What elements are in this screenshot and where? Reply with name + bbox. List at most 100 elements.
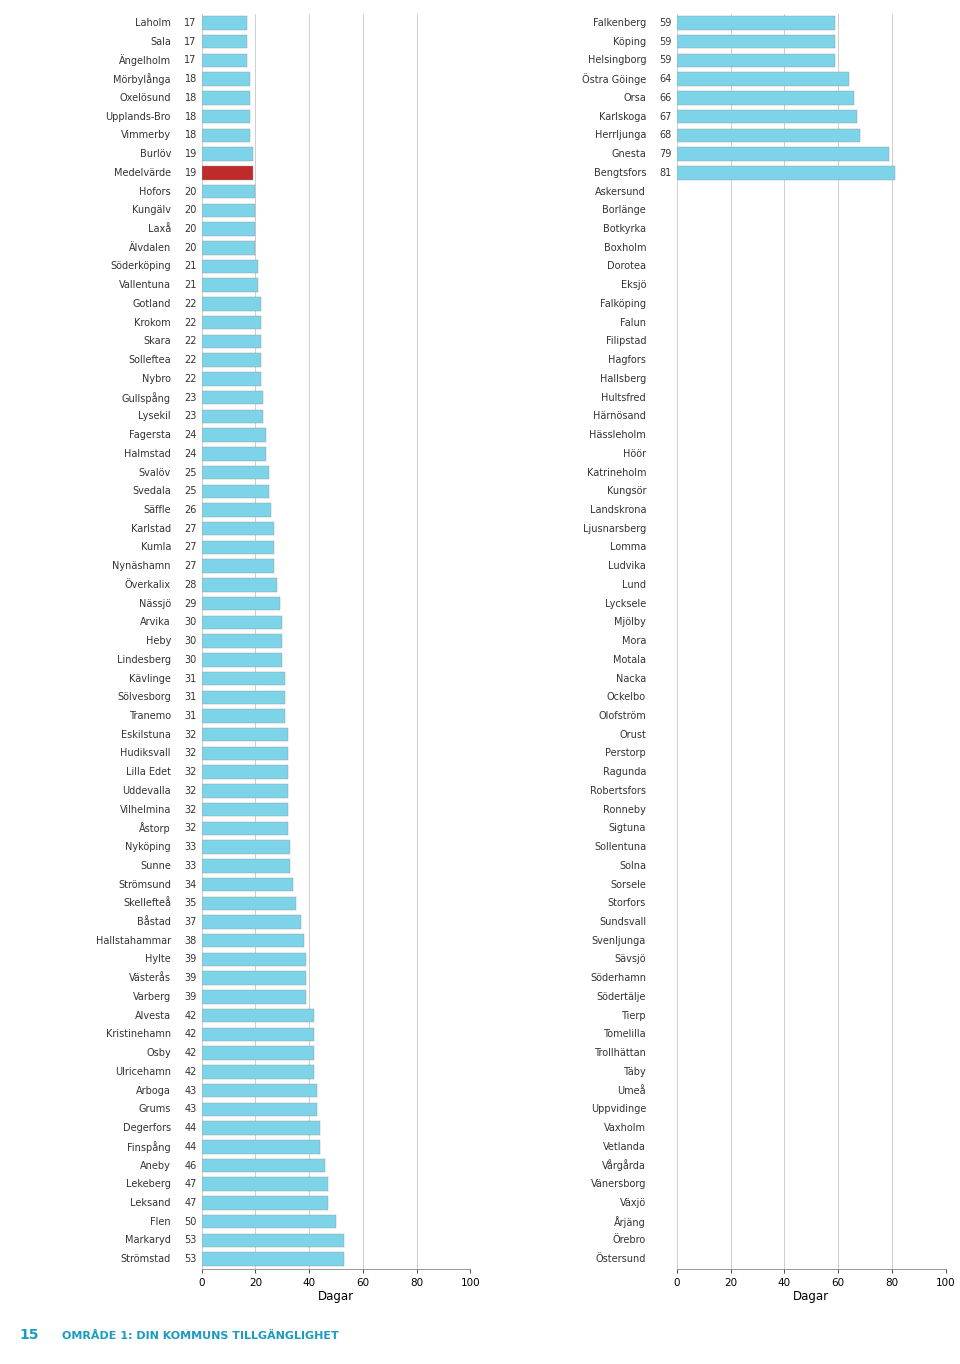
Text: Köping: Köping — [612, 37, 646, 46]
Bar — [202, 409, 263, 423]
Text: Tierp: Tierp — [621, 1011, 646, 1020]
Bar — [677, 147, 889, 161]
Text: Herrljunga: Herrljunga — [594, 131, 646, 140]
Text: Eskilstuna: Eskilstuna — [121, 730, 171, 739]
Text: Laxå: Laxå — [148, 224, 171, 235]
Text: Robertsfors: Robertsfors — [590, 786, 646, 797]
Bar — [202, 91, 250, 105]
Text: Varberg: Varberg — [132, 992, 171, 1003]
Text: Karlskoga: Karlskoga — [599, 112, 646, 121]
Text: 15: 15 — [19, 1329, 38, 1342]
Text: Fagersta: Fagersta — [129, 430, 171, 441]
Text: 53: 53 — [184, 1254, 197, 1264]
Text: Finspång: Finspång — [128, 1140, 171, 1153]
Text: Sigtuna: Sigtuna — [609, 824, 646, 833]
Text: Kumla: Kumla — [140, 543, 171, 552]
Text: Askersund: Askersund — [595, 187, 646, 196]
Text: Karlstad: Karlstad — [131, 524, 171, 533]
Text: Mjölby: Mjölby — [614, 618, 646, 627]
Text: Kungälv: Kungälv — [132, 206, 171, 216]
Bar — [202, 1121, 320, 1135]
Text: 25: 25 — [184, 468, 197, 477]
Text: Svedala: Svedala — [132, 486, 171, 496]
Text: 47: 47 — [184, 1198, 197, 1209]
Bar — [202, 1065, 315, 1079]
Text: Strömstad: Strömstad — [121, 1254, 171, 1264]
Text: Strömsund: Strömsund — [118, 880, 171, 889]
Bar — [202, 1233, 344, 1247]
Text: Älvdalen: Älvdalen — [129, 243, 171, 252]
Text: Uppvidinge: Uppvidinge — [590, 1105, 646, 1114]
Text: 30: 30 — [184, 655, 197, 664]
Bar — [202, 72, 250, 86]
Text: Filipstad: Filipstad — [606, 337, 646, 346]
Text: Solna: Solna — [619, 861, 646, 870]
Text: Gnesta: Gnesta — [612, 149, 646, 160]
Text: Ludvika: Ludvika — [609, 561, 646, 572]
Text: Tranemo: Tranemo — [129, 711, 171, 722]
Text: 50: 50 — [184, 1217, 197, 1226]
Text: Storfors: Storfors — [608, 899, 646, 908]
Bar — [202, 353, 261, 367]
Text: 24: 24 — [184, 449, 197, 458]
Text: Hylte: Hylte — [145, 955, 171, 964]
Bar — [202, 1215, 336, 1229]
Text: Falköping: Falköping — [600, 299, 646, 310]
Text: Lund: Lund — [622, 580, 646, 589]
Text: Kävlinge: Kävlinge — [129, 674, 171, 683]
Text: Tomelilla: Tomelilla — [604, 1030, 646, 1039]
Bar — [677, 128, 859, 142]
Text: Ljusnarsberg: Ljusnarsberg — [583, 524, 646, 533]
Bar — [202, 484, 269, 498]
Text: 32: 32 — [184, 805, 197, 814]
Text: 42: 42 — [184, 1030, 197, 1039]
Text: Härnösand: Härnösand — [593, 412, 646, 421]
Text: Södertälje: Södertälje — [596, 992, 646, 1003]
Text: Landskrona: Landskrona — [589, 505, 646, 516]
Text: Medelvärde: Medelvärde — [113, 168, 171, 177]
Text: Botkyrka: Botkyrka — [603, 224, 646, 235]
Bar — [202, 147, 252, 161]
Bar — [202, 428, 266, 442]
Bar — [202, 1046, 315, 1060]
Text: Hässleholm: Hässleholm — [589, 430, 646, 441]
Bar — [677, 110, 857, 123]
Text: Ronneby: Ronneby — [603, 805, 646, 814]
Bar — [202, 859, 290, 873]
Text: 66: 66 — [660, 93, 672, 102]
Text: 23: 23 — [184, 412, 197, 421]
Bar — [202, 728, 288, 742]
Text: 29: 29 — [184, 599, 197, 608]
Bar — [202, 522, 275, 536]
Text: Vaxholm: Vaxholm — [604, 1123, 646, 1133]
Text: 22: 22 — [184, 318, 197, 327]
Text: 35: 35 — [184, 899, 197, 908]
Bar — [202, 559, 275, 573]
Text: Degerfors: Degerfors — [123, 1123, 171, 1133]
Text: Leksand: Leksand — [131, 1198, 171, 1209]
Text: 81: 81 — [660, 168, 672, 177]
Text: Överkalix: Överkalix — [125, 580, 171, 589]
Text: Båstad: Båstad — [137, 917, 171, 928]
Bar — [202, 1196, 328, 1210]
Text: Hudiksvall: Hudiksvall — [120, 749, 171, 758]
Text: 31: 31 — [184, 674, 197, 683]
Text: 21: 21 — [184, 262, 197, 271]
Text: 27: 27 — [184, 561, 197, 572]
Text: Motala: Motala — [613, 655, 646, 664]
Bar — [202, 1140, 320, 1154]
Text: Vetlanda: Vetlanda — [603, 1142, 646, 1151]
Text: Uddevalla: Uddevalla — [122, 786, 171, 797]
Text: OMRÅDE 1: DIN KOMMUNS TILLGÄNGLIGHET: OMRÅDE 1: DIN KOMMUNS TILLGÄNGLIGHET — [62, 1331, 339, 1341]
Bar — [202, 1252, 344, 1266]
Text: Heby: Heby — [146, 636, 171, 647]
Text: Årjäng: Årjäng — [614, 1215, 646, 1228]
Text: 17: 17 — [184, 56, 197, 65]
Text: Nyköping: Nyköping — [125, 842, 171, 852]
Bar — [202, 1009, 315, 1023]
Bar — [202, 896, 296, 910]
Text: Boxholm: Boxholm — [604, 243, 646, 252]
Text: Trollhättan: Trollhättan — [594, 1048, 646, 1058]
Text: 67: 67 — [660, 112, 672, 121]
Text: Alvesta: Alvesta — [134, 1011, 171, 1020]
